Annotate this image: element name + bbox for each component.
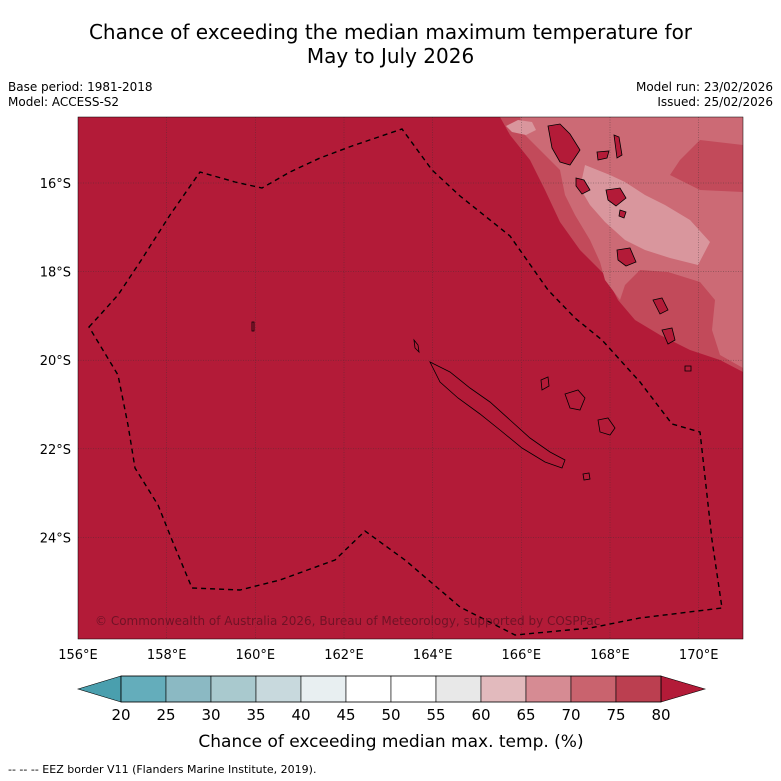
- colorbar-cell: [255, 675, 302, 703]
- colorbar-tick-label: 55: [426, 706, 445, 724]
- lat-label: 16°S: [40, 177, 71, 192]
- band-65-70-north: [506, 120, 536, 135]
- lon-label: 156°E: [58, 648, 98, 663]
- issued-date: Issued: 25/02/2026: [657, 95, 773, 109]
- colorbar-tick-label: 70: [561, 706, 580, 724]
- colorbar-extend-high: [660, 675, 707, 703]
- colorbar-tick-label: 40: [291, 706, 310, 724]
- loyalty-island-lifou: [597, 417, 616, 436]
- colorbar-cell: [480, 675, 527, 703]
- meta-right: Model run: 23/02/2026 Issued: 25/02/2026: [636, 80, 773, 110]
- colorbar-tick-label: 25: [156, 706, 175, 724]
- coastlines: [251, 123, 692, 481]
- aneityum-island: [661, 327, 676, 345]
- loyalty-island-maré: [564, 389, 586, 411]
- colorbar-tick-label: 50: [381, 706, 400, 724]
- lat-label: 22°S: [40, 443, 71, 458]
- lon-label: 158°E: [147, 648, 187, 663]
- colorbar-frame: [120, 675, 662, 703]
- ambae-island: [596, 150, 610, 161]
- colorbar-cell: [210, 675, 257, 703]
- colorbar-label: Chance of exceeding median max. temp. (%…: [198, 732, 583, 752]
- colorbar-cell: [300, 675, 347, 703]
- isle-of-pines: [582, 472, 591, 481]
- colorbar-cell: [390, 675, 437, 703]
- colorbar-cell: [525, 675, 572, 703]
- colorbar-tick-label: 20: [111, 706, 130, 724]
- tanna-island: [652, 297, 669, 315]
- lon-label: 170°E: [679, 648, 719, 663]
- colorbar-cell: [120, 675, 167, 703]
- colorbar-tick-label: 80: [651, 706, 670, 724]
- lat-label: 24°S: [40, 531, 71, 546]
- lon-label: 162°E: [324, 648, 364, 663]
- colorbar-extend-low: [76, 675, 122, 703]
- model-name: Model: ACCESS-S2: [8, 95, 120, 109]
- map-frame: [77, 116, 744, 640]
- base-period: Base period: 1981-2018: [8, 80, 153, 94]
- lat-label: 20°S: [40, 354, 71, 369]
- pentecost-island: [613, 134, 623, 159]
- colorbar-tick-label: 65: [516, 706, 535, 724]
- lon-label: 160°E: [236, 648, 276, 663]
- colorbar-tick-label: 35: [246, 706, 265, 724]
- chesterfield-islet: [251, 321, 255, 332]
- loyalty-island-ouvea: [540, 376, 550, 391]
- colorbar-cell: [615, 675, 662, 703]
- malekula-island: [575, 177, 591, 195]
- eez-footnote: -- -- -- EEZ border V11 (Flanders Marine…: [8, 763, 317, 776]
- erromango-island: [616, 247, 637, 267]
- new-caledonia-island: [429, 361, 566, 469]
- colorbar-tick-label: 75: [606, 706, 625, 724]
- shepherd-island: [618, 209, 627, 219]
- colorbar-tick-label: 30: [201, 706, 220, 724]
- map-title: Chance of exceeding the median maximum t…: [0, 20, 781, 68]
- lon-label: 166°E: [502, 648, 542, 663]
- colorbar-cell: [435, 675, 482, 703]
- lon-label: 168°E: [590, 648, 630, 663]
- title-line-2: May to July 2026: [306, 44, 475, 68]
- belep-island: [413, 338, 420, 354]
- colorbar: 20 25 30 35 40 45 50 55 60 65 70 75 80 Chance of exc…: [76, 675, 707, 752]
- espiritu-santo-island: [547, 123, 581, 166]
- map-panel: [77, 116, 744, 640]
- title-line-1: Chance of exceeding the median maximum t…: [88, 20, 693, 44]
- meta-left: Base period: 1981-2018 Model: ACCESS-S2: [8, 80, 153, 110]
- matthew-island: [684, 365, 692, 372]
- efate-island: [605, 187, 627, 207]
- model-run: Model run: 23/02/2026: [635, 80, 773, 94]
- colorbar-cell: [345, 675, 392, 703]
- colorbar-tick-label: 45: [336, 706, 355, 724]
- colorbar-cell: [570, 675, 617, 703]
- lon-label: 164°E: [413, 648, 453, 663]
- colorbar-tick-label: 60: [471, 706, 490, 724]
- lat-label: 18°S: [40, 266, 71, 281]
- eez-border: [88, 128, 723, 636]
- copyright-note: © Commonwealth of Australia 2026, Bureau…: [95, 614, 600, 628]
- colorbar-cell: [165, 675, 212, 703]
- grid-lines: [78, 117, 743, 639]
